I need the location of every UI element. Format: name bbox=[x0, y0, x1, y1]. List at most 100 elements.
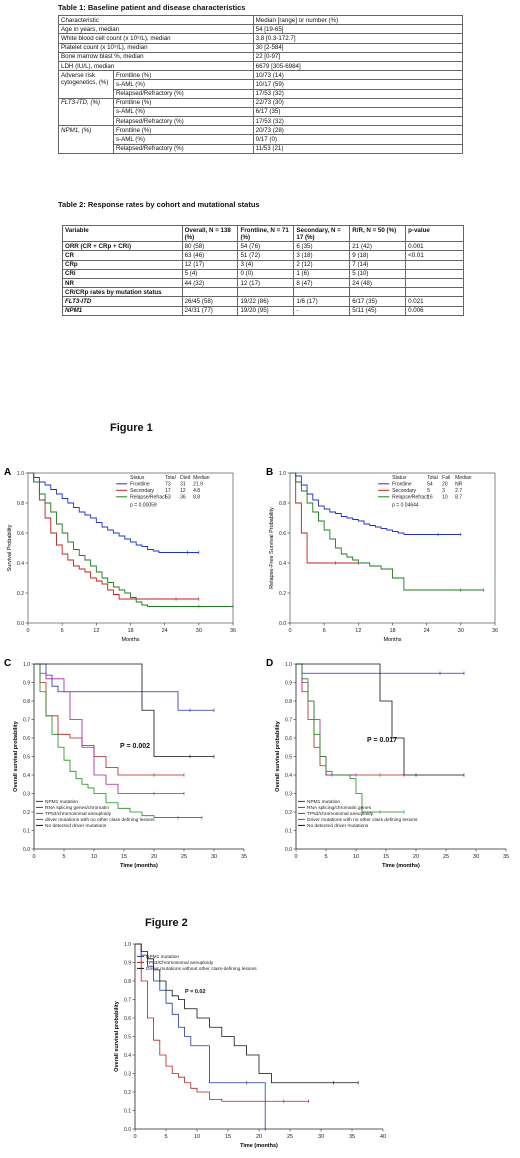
y-tick-label: 0.3 bbox=[285, 791, 292, 797]
legend-item: NPM1 mutation bbox=[146, 954, 179, 960]
table-cell: Frontline (%) bbox=[112, 97, 254, 108]
legend-value: 16 bbox=[427, 495, 433, 501]
x-tick-label: 20 bbox=[256, 1134, 262, 1140]
y-tick-label: 0.2 bbox=[279, 591, 286, 597]
table-row: Characteristic Median [range] or number (… bbox=[58, 14, 464, 26]
x-axis-label: Months bbox=[121, 637, 139, 643]
x-tick-label: 5 bbox=[62, 854, 65, 860]
x-tick-label: 10 bbox=[194, 1134, 200, 1140]
legend-item: TP53/chromosomal aneuploidy bbox=[45, 811, 112, 817]
table-cell: White blood cell count (x 10⁹/L), median bbox=[58, 33, 254, 44]
figure2-title: Figure 2 bbox=[145, 917, 188, 929]
y-tick-label: 1.0 bbox=[124, 942, 131, 948]
legend-item: NPM1 mutation bbox=[307, 799, 340, 805]
y-tick-label: 0.4 bbox=[17, 561, 24, 567]
y-tick-label: 0.4 bbox=[124, 1053, 131, 1059]
table-cell: 6679 [305-6984] bbox=[252, 60, 464, 72]
km-series-line bbox=[296, 663, 464, 674]
table-cell: 54 (76) bbox=[237, 241, 295, 252]
table-cell: 54 [19-65] bbox=[252, 24, 464, 35]
km-series-line bbox=[34, 663, 214, 711]
y-tick-label: 0.8 bbox=[23, 699, 30, 705]
table-cell: s-AML (%) bbox=[112, 79, 254, 90]
y-tick-label: 0.6 bbox=[23, 736, 30, 742]
legend-value: 36 bbox=[180, 495, 186, 501]
table-cell: 30 [2-584] bbox=[252, 42, 464, 53]
table-cell bbox=[293, 287, 351, 298]
table-cell: 0/17 (0) bbox=[252, 134, 464, 145]
table-cell: 0 (0) bbox=[237, 268, 295, 279]
km-series-line bbox=[135, 943, 309, 1102]
legend-header: Died bbox=[180, 475, 191, 481]
table-cell: Frontline (%) bbox=[112, 125, 254, 136]
legend-value: NR bbox=[455, 482, 463, 488]
table-cell bbox=[181, 287, 239, 298]
table-cell: 21 (42) bbox=[349, 241, 407, 252]
panel-letter: D bbox=[266, 658, 273, 669]
table-cell: 20/73 (28) bbox=[252, 125, 464, 136]
table-row: Platelet count (x 10⁹/L), median 30 [2-58… bbox=[58, 42, 464, 53]
x-tick-label: 12 bbox=[355, 628, 361, 634]
table-cell: 5 (10) bbox=[349, 268, 407, 279]
legend-value: 31 bbox=[180, 482, 186, 488]
figure1-title: Figure 1 bbox=[110, 422, 153, 434]
table-group-label: NPM1, (%) bbox=[58, 125, 114, 154]
table-cell: NPM1 bbox=[62, 305, 183, 316]
table-cell: 22 [0-97] bbox=[252, 51, 464, 62]
km-plot-panel-c: C 0 5 10 15 20 25 30 35 0.0 0.1 0.2 0.3 0.4 0.5 0.6 0.7 0… bbox=[4, 658, 247, 869]
table-group-label: FLT3-ITD, (%) bbox=[58, 97, 114, 127]
table-row: White blood cell count (x 10⁹/L), median… bbox=[58, 33, 464, 44]
km-series-line bbox=[296, 663, 464, 776]
km-series-line bbox=[28, 472, 233, 607]
legend-item: RNA splicing/chromatin genes bbox=[307, 805, 372, 811]
table-cell: 12 (17) bbox=[237, 277, 295, 289]
x-tick-label: 30 bbox=[211, 854, 217, 860]
km-series-line bbox=[290, 472, 461, 535]
km-series-line bbox=[34, 663, 184, 794]
table-cell: 3 (18) bbox=[293, 250, 351, 261]
table-cell: 26/45 (58) bbox=[181, 296, 239, 307]
x-tick-label: 0 bbox=[288, 628, 291, 634]
x-tick-label: 36 bbox=[230, 628, 236, 634]
y-tick-label: 1.0 bbox=[279, 471, 286, 477]
table-cell: 17/53 (32) bbox=[252, 116, 464, 127]
table-cell: 22/73 (30) bbox=[252, 97, 464, 108]
y-tick-label: 0.8 bbox=[124, 979, 131, 985]
table-cell: 51 (72) bbox=[237, 250, 295, 261]
y-tick-label: 0.6 bbox=[124, 1016, 131, 1022]
x-tick-label: 30 bbox=[318, 1134, 324, 1140]
table-cell: Frontline (%) bbox=[112, 70, 254, 81]
km-plot-panel-d: D 0 5 10 15 20 25 30 35 0.0 0.1 0.2 0.3 0.4 0.5 0.6 0.7 0… bbox=[266, 658, 509, 869]
table-row: Relapsed/Refractory (%) 11/53 (21) bbox=[59, 143, 464, 154]
legend-header: Fail bbox=[442, 475, 450, 481]
x-tick-label: 30 bbox=[196, 628, 202, 634]
x-tick-label: 6 bbox=[61, 628, 64, 634]
y-tick-label: 0.8 bbox=[17, 501, 24, 507]
x-tick-label: 40 bbox=[380, 1134, 386, 1140]
km-series-line bbox=[296, 663, 404, 813]
table-cell bbox=[349, 287, 407, 298]
y-tick-label: 0.4 bbox=[285, 773, 292, 779]
x-tick-label: 6 bbox=[323, 628, 326, 634]
km-series-line bbox=[135, 943, 266, 1129]
table-row: NPM1, (%) Frontline (%) 20/73 (28) bbox=[58, 125, 464, 154]
y-tick-label: 0.9 bbox=[124, 960, 131, 966]
x-tick-label: 30 bbox=[473, 854, 479, 860]
table-cell: 24 (48) bbox=[349, 277, 407, 289]
km-plot-panel-b: B 0 6 12 18 24 30 36 0.0 0.2 0.4 0.6 0.8 1.0 Months Rel… bbox=[266, 467, 498, 643]
km-series-line bbox=[296, 663, 404, 776]
table-row: LDH (IU/L), median 6679 [305-6984] bbox=[58, 60, 464, 72]
legend-value: 73 bbox=[165, 482, 171, 488]
y-axis-label: Relapse-Free Survival Probability bbox=[269, 507, 275, 589]
table-row: ORR (CR + CRp + CRi) 80 (58) 54 (76) 6 (35)… bbox=[62, 241, 464, 252]
y-tick-label: 1.0 bbox=[17, 471, 24, 477]
legend-header: Total bbox=[165, 475, 176, 481]
table-cell: 8 (47) bbox=[293, 277, 351, 289]
table2: Variable Overall, N = 138 (%) Frontline, N… bbox=[62, 224, 464, 316]
table-cell bbox=[237, 287, 295, 298]
legend-header: Status bbox=[392, 475, 407, 481]
table-header-cell: Secondary, N = 17 (%) bbox=[293, 224, 351, 243]
x-tick-label: 0 bbox=[32, 854, 35, 860]
table2-caption: Table 2: Response rates by cohort and mu… bbox=[58, 200, 260, 209]
table-row: Relapsed/Refractory (%) 17/53 (32) bbox=[59, 88, 464, 99]
